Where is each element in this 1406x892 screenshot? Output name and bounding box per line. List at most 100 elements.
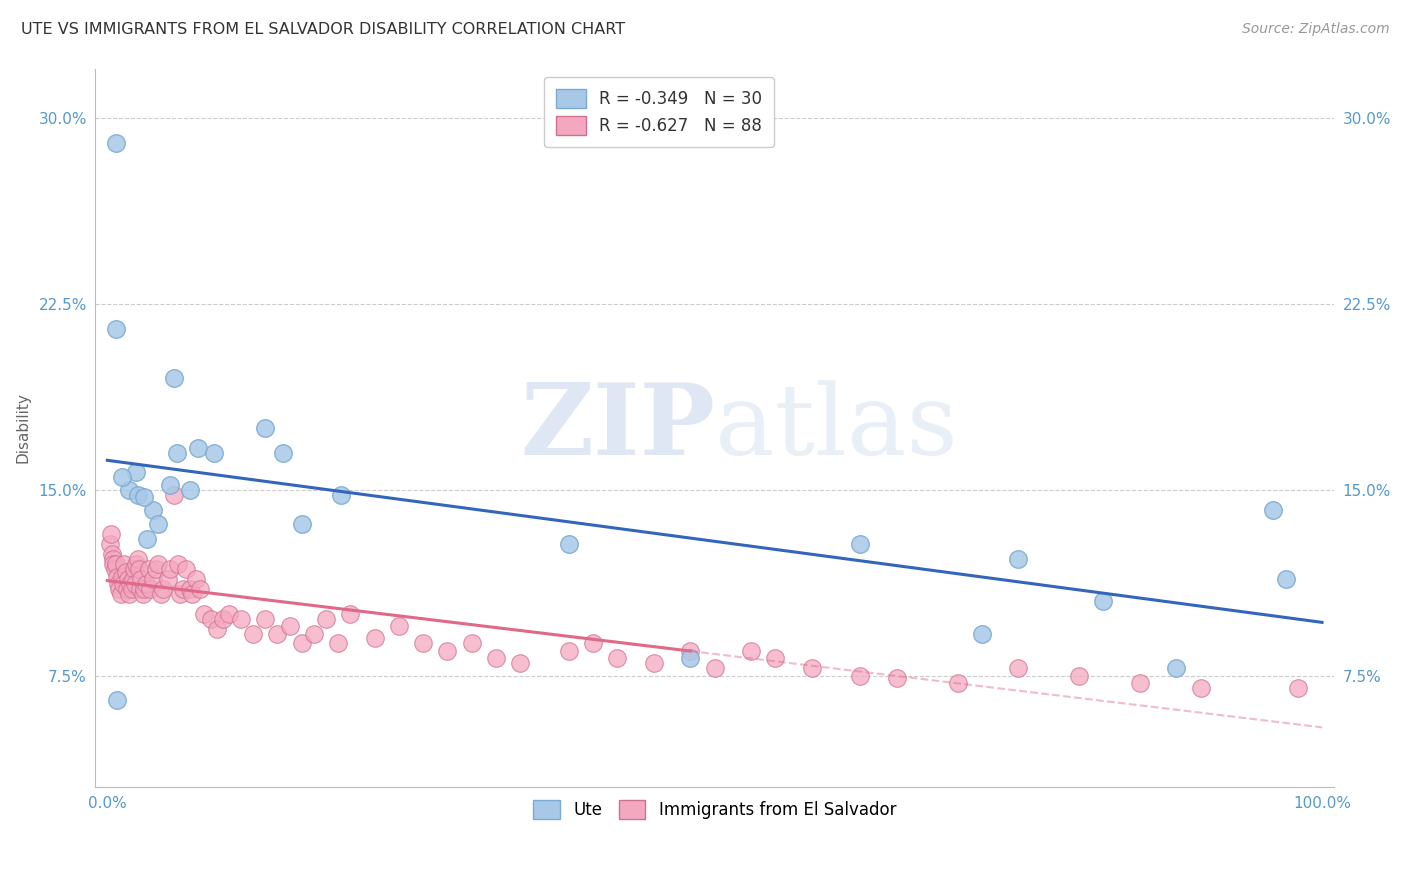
Point (111, 470, 134, 484)
Point (763, 651, 786, 665)
Point (139, 582, 162, 596)
Point (1189, 681, 1212, 695)
Point (558, 537, 581, 551)
Point (179, 483, 201, 497)
Legend: Ute, Immigrants from El Salvador: Ute, Immigrants from El Salvador (526, 793, 903, 826)
Text: UTE VS IMMIGRANTS FROM EL SALVADOR DISABILITY CORRELATION CHART: UTE VS IMMIGRANTS FROM EL SALVADOR DISAB… (21, 22, 626, 37)
Point (103, 557, 125, 571)
Point (125, 557, 148, 571)
Point (121, 582, 143, 596)
Point (149, 587, 172, 601)
Point (302, 626, 325, 640)
Point (118, 483, 141, 497)
Point (184, 572, 207, 586)
Point (291, 636, 314, 650)
Point (118, 587, 141, 601)
Point (135, 577, 157, 591)
Point (388, 619, 411, 633)
Point (202, 445, 225, 459)
Point (100, 527, 122, 541)
Point (104, 136, 127, 150)
Point (128, 562, 150, 576)
Point (172, 582, 194, 596)
Point (558, 644, 581, 658)
Point (157, 572, 180, 586)
Point (104, 562, 127, 576)
Point (266, 626, 288, 640)
Point (1092, 594, 1115, 608)
Point (1263, 502, 1285, 516)
Point (159, 478, 181, 492)
Point (163, 371, 186, 385)
Point (131, 572, 153, 586)
Point (254, 612, 277, 626)
Point (121, 572, 143, 586)
Point (278, 619, 301, 633)
Point (112, 577, 135, 591)
Point (485, 651, 508, 665)
Y-axis label: Disability: Disability (15, 392, 30, 463)
Point (187, 441, 209, 455)
Point (132, 582, 155, 596)
Point (142, 572, 165, 586)
Point (120, 577, 142, 591)
Point (174, 562, 197, 576)
Point (254, 421, 277, 435)
Point (112, 557, 135, 571)
Point (582, 636, 605, 650)
Point (412, 636, 434, 650)
Point (131, 587, 153, 601)
Point (148, 517, 170, 532)
Point (122, 562, 145, 576)
Point (124, 577, 146, 591)
Point (218, 607, 240, 621)
Point (98, 537, 121, 551)
Point (886, 671, 908, 685)
Point (679, 644, 702, 658)
Point (148, 557, 170, 571)
Point (125, 466, 148, 480)
Point (1286, 681, 1309, 695)
Point (242, 626, 264, 640)
Point (163, 488, 186, 502)
Point (200, 612, 222, 626)
Point (103, 552, 125, 566)
Point (127, 552, 149, 566)
Point (800, 661, 823, 675)
Point (110, 587, 132, 601)
Point (849, 537, 872, 551)
Point (229, 612, 252, 626)
Point (970, 626, 993, 640)
Point (117, 572, 139, 586)
Point (329, 488, 352, 502)
Point (1007, 552, 1029, 566)
Point (188, 582, 211, 596)
Point (166, 557, 188, 571)
Point (105, 569, 128, 583)
Point (363, 632, 385, 646)
Text: Source: ZipAtlas.com: Source: ZipAtlas.com (1241, 22, 1389, 37)
Point (849, 668, 872, 682)
Point (138, 562, 160, 576)
Point (101, 547, 124, 561)
Point (326, 636, 349, 650)
Point (205, 622, 228, 636)
Point (145, 562, 167, 576)
Point (169, 587, 191, 601)
Point (606, 651, 628, 665)
Point (291, 517, 314, 532)
Point (703, 661, 725, 675)
Point (111, 569, 134, 583)
Point (136, 533, 159, 547)
Point (105, 693, 128, 707)
Point (315, 612, 337, 626)
Point (436, 644, 458, 658)
Point (129, 582, 152, 596)
Point (114, 565, 136, 579)
Point (211, 612, 233, 626)
Point (132, 490, 155, 504)
Point (115, 582, 138, 596)
Point (142, 502, 165, 516)
Point (1007, 661, 1029, 675)
Text: ZIP: ZIP (520, 379, 714, 476)
